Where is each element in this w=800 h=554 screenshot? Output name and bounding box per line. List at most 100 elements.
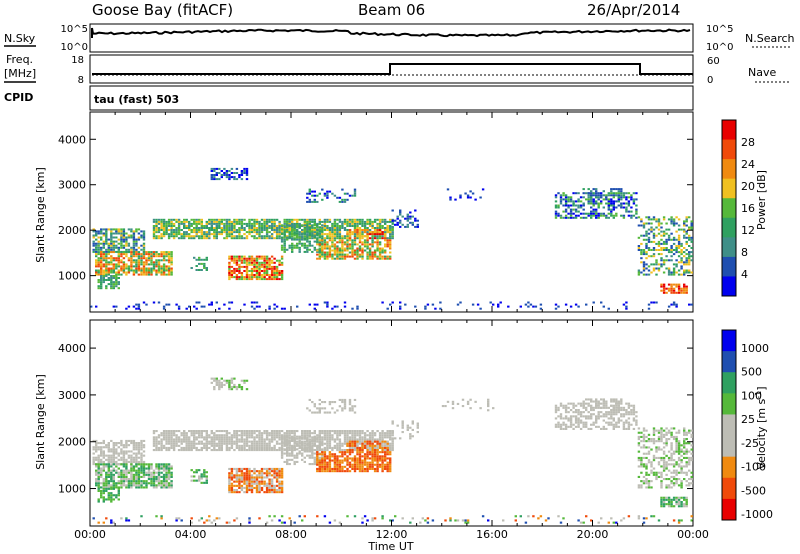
echo-cell xyxy=(331,227,334,229)
echo-cell xyxy=(318,228,321,231)
echo-cell xyxy=(346,225,349,227)
echo-cell xyxy=(160,265,163,268)
echo-cell xyxy=(135,267,138,270)
echo-cell xyxy=(303,238,306,241)
echo-cell xyxy=(127,248,131,251)
echo-cell xyxy=(338,455,342,458)
echo-cell xyxy=(675,291,678,294)
echo-cell xyxy=(273,436,276,439)
echo-cell xyxy=(238,237,241,240)
echo-cell xyxy=(346,255,349,258)
echo-cell xyxy=(652,301,656,304)
echo-cell xyxy=(341,430,344,433)
echo-cell xyxy=(348,470,352,473)
echo-cell xyxy=(288,232,291,235)
echo-cell xyxy=(228,478,231,481)
echo-cell xyxy=(404,217,407,220)
echo-cell xyxy=(145,303,148,306)
echo-cell xyxy=(105,463,108,466)
echo-cell xyxy=(358,222,362,225)
echo-cell xyxy=(233,386,236,389)
echo-cell xyxy=(298,442,301,445)
echo-cell xyxy=(356,225,359,227)
echo-cell xyxy=(142,486,146,489)
echo-cell xyxy=(198,430,201,433)
echo-cell xyxy=(371,235,374,238)
echo-cell xyxy=(243,434,246,437)
echo-cell xyxy=(115,271,118,274)
echo-cell xyxy=(268,440,271,443)
echo-cell xyxy=(348,446,352,449)
echo-cell xyxy=(95,263,98,266)
echo-cell xyxy=(278,227,281,229)
echo-cell xyxy=(363,444,367,447)
echo-cell xyxy=(333,432,337,435)
echo-cell xyxy=(286,236,289,239)
echo-cell xyxy=(238,220,241,223)
echo-cell xyxy=(135,471,138,474)
echo-cell xyxy=(346,442,349,445)
echo-cell xyxy=(265,470,269,473)
echo-cell xyxy=(363,229,367,231)
echo-cell xyxy=(361,237,364,240)
echo-cell xyxy=(336,409,339,412)
echo-cell xyxy=(404,303,407,306)
echo-cell xyxy=(363,222,367,225)
echo-cell xyxy=(363,463,367,466)
echo-cell xyxy=(371,253,374,256)
echo-cell xyxy=(97,271,100,274)
echo-cell xyxy=(376,231,379,234)
echo-cell xyxy=(446,400,450,403)
echo-cell xyxy=(120,251,123,254)
echo-cell xyxy=(389,303,392,306)
echo-cell xyxy=(185,227,188,229)
echo-cell xyxy=(587,198,590,201)
echo-cell xyxy=(278,446,281,449)
echo-cell xyxy=(620,204,623,207)
echo-cell xyxy=(326,241,329,244)
echo-cell xyxy=(245,172,249,174)
echo-cell xyxy=(157,229,161,231)
echo-cell xyxy=(245,438,249,441)
echo-cell xyxy=(245,267,249,270)
echo-cell xyxy=(198,222,201,225)
echo-cell xyxy=(255,276,259,279)
echo-cell xyxy=(110,480,113,483)
echo-cell xyxy=(275,436,279,439)
echo-cell xyxy=(368,249,372,252)
echo-cell xyxy=(203,231,206,234)
echo-cell xyxy=(378,432,382,435)
echo-cell xyxy=(384,237,387,240)
echo-cell xyxy=(248,430,251,433)
echo-cell xyxy=(301,448,304,451)
echo-cell xyxy=(102,244,105,247)
echo-cell xyxy=(122,232,126,235)
echo-cell xyxy=(137,246,141,249)
echo-cell xyxy=(366,457,369,460)
echo-cell xyxy=(384,243,387,246)
echo-cell xyxy=(245,388,249,391)
echo-cell xyxy=(235,484,239,487)
echo-cell xyxy=(298,222,301,225)
echo-cell xyxy=(333,467,337,470)
echo-cell xyxy=(667,218,671,221)
echo-cell xyxy=(373,446,377,449)
echo-cell xyxy=(351,249,354,252)
echo-cell xyxy=(203,471,206,474)
echo-cell xyxy=(167,235,171,238)
echo-cell xyxy=(162,430,166,433)
echo-cell xyxy=(97,489,100,492)
echo-cell xyxy=(286,218,289,221)
cpid-mode: tau (fast) 503 xyxy=(94,93,179,106)
echo-cell xyxy=(263,440,266,443)
echo-cell xyxy=(288,458,291,461)
echo-cell xyxy=(208,436,211,439)
echo-cell xyxy=(253,267,256,270)
echo-cell xyxy=(230,235,234,238)
echo-cell xyxy=(351,463,354,466)
echo-cell xyxy=(672,269,676,272)
echo-cell xyxy=(366,455,369,458)
echo-cell xyxy=(132,473,136,476)
echo-cell xyxy=(446,188,450,191)
echo-cell xyxy=(328,411,332,414)
